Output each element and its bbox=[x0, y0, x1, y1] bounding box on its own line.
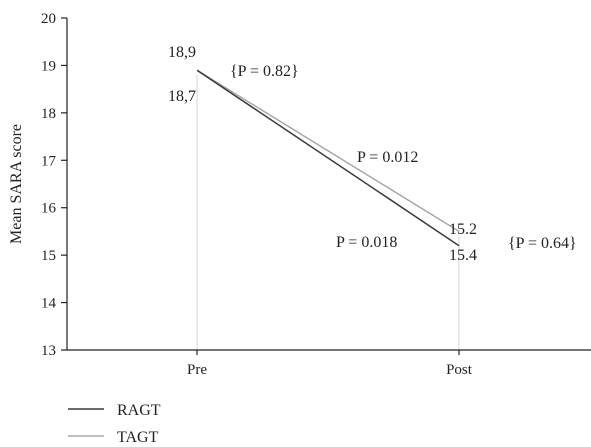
annotation-post-p-value: {P = 0.64} bbox=[508, 235, 577, 252]
y-ticks: 13 14 15 16 17 18 19 20 bbox=[41, 11, 67, 359]
y-tick-label: 19 bbox=[41, 58, 56, 74]
annotation-post-upper-value: 15.2 bbox=[449, 221, 477, 238]
y-tick-label: 16 bbox=[41, 201, 57, 217]
x-ticks: Pre Post bbox=[187, 350, 473, 378]
annotation-ragt-p-value: P = 0.018 bbox=[336, 234, 397, 251]
x-tick-label-post: Post bbox=[446, 362, 473, 378]
legend-label-tagt: TAGT bbox=[117, 429, 159, 446]
series-lines bbox=[196, 69, 460, 247]
x-tick-label-pre: Pre bbox=[187, 362, 207, 378]
annotation-post-lower-value: 15.4 bbox=[449, 247, 477, 264]
y-tick-label: 20 bbox=[41, 11, 56, 27]
legend: RAGT TAGT bbox=[68, 402, 161, 446]
legend-label-ragt: RAGT bbox=[117, 402, 161, 419]
series-line-tagt bbox=[196, 69, 460, 233]
y-axis-title: Mean SARA score bbox=[8, 124, 25, 244]
series-line-ragt bbox=[196, 69, 460, 247]
y-tick-label: 14 bbox=[41, 296, 57, 312]
annotation-pre-upper-value: 18,9 bbox=[168, 44, 196, 61]
annotation-pre-lower-value: 18,7 bbox=[168, 88, 196, 105]
annotation-pre-p-value: {P = 0.82} bbox=[230, 63, 299, 80]
annotation-tagt-p-value: P = 0.012 bbox=[357, 149, 418, 166]
y-tick-label: 17 bbox=[41, 153, 57, 169]
y-tick-label: 18 bbox=[41, 106, 56, 122]
y-tick-label: 15 bbox=[41, 248, 56, 264]
plot-area: 13 14 15 16 17 18 19 20 Pre Post Mean SARA score… bbox=[8, 11, 591, 378]
y-tick-label: 13 bbox=[41, 343, 56, 359]
